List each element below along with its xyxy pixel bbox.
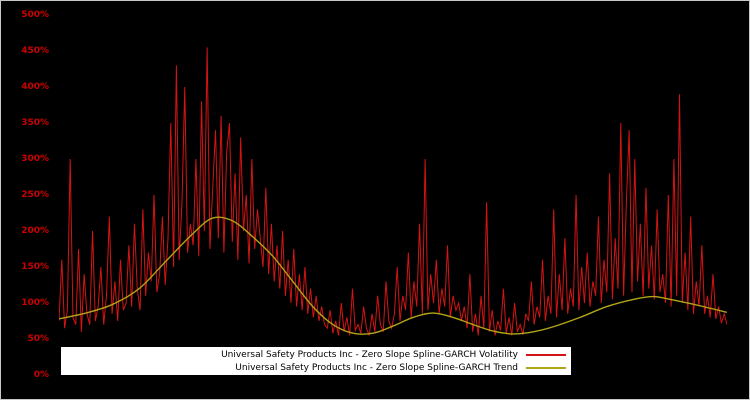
y-axis-tick-label: 150% (21, 262, 49, 272)
y-axis-tick-label: 100% (21, 298, 49, 308)
chart-canvas (59, 47, 727, 336)
legend-item-volatility: Universal Safety Products Inc - Zero Slo… (61, 348, 571, 361)
y-axis-tick-label: 200% (21, 226, 49, 236)
y-axis-tick-label: 400% (21, 82, 49, 92)
chart-legend: Universal Safety Products Inc - Zero Slo… (61, 347, 571, 375)
volatility-line-swatch-icon (526, 353, 566, 356)
y-axis-tick-label: 300% (21, 154, 49, 164)
volatility-series-line (59, 47, 727, 336)
y-axis-tick-label: 250% (21, 190, 49, 200)
y-axis-tick-label: 350% (21, 118, 49, 128)
y-axis-tick-label: 50% (27, 334, 49, 344)
y-axis-tick-label: 0% (33, 370, 49, 380)
y-axis-tick-label: 450% (21, 46, 49, 56)
plot-area (59, 15, 727, 375)
y-axis: 0% 50% 100% 150% 200% 250% 300% 350% 400% 450% 500… (1, 1, 53, 399)
trend-series-line (59, 216, 727, 335)
legend-label-trend: Universal Safety Products Inc - Zero Slo… (235, 362, 518, 373)
legend-item-trend: Universal Safety Products Inc - Zero Slo… (61, 361, 571, 374)
y-axis-tick-label: 500% (21, 10, 49, 20)
legend-label-volatility: Universal Safety Products Inc - Zero Slo… (221, 349, 518, 360)
trend-line-swatch-icon (526, 366, 566, 369)
